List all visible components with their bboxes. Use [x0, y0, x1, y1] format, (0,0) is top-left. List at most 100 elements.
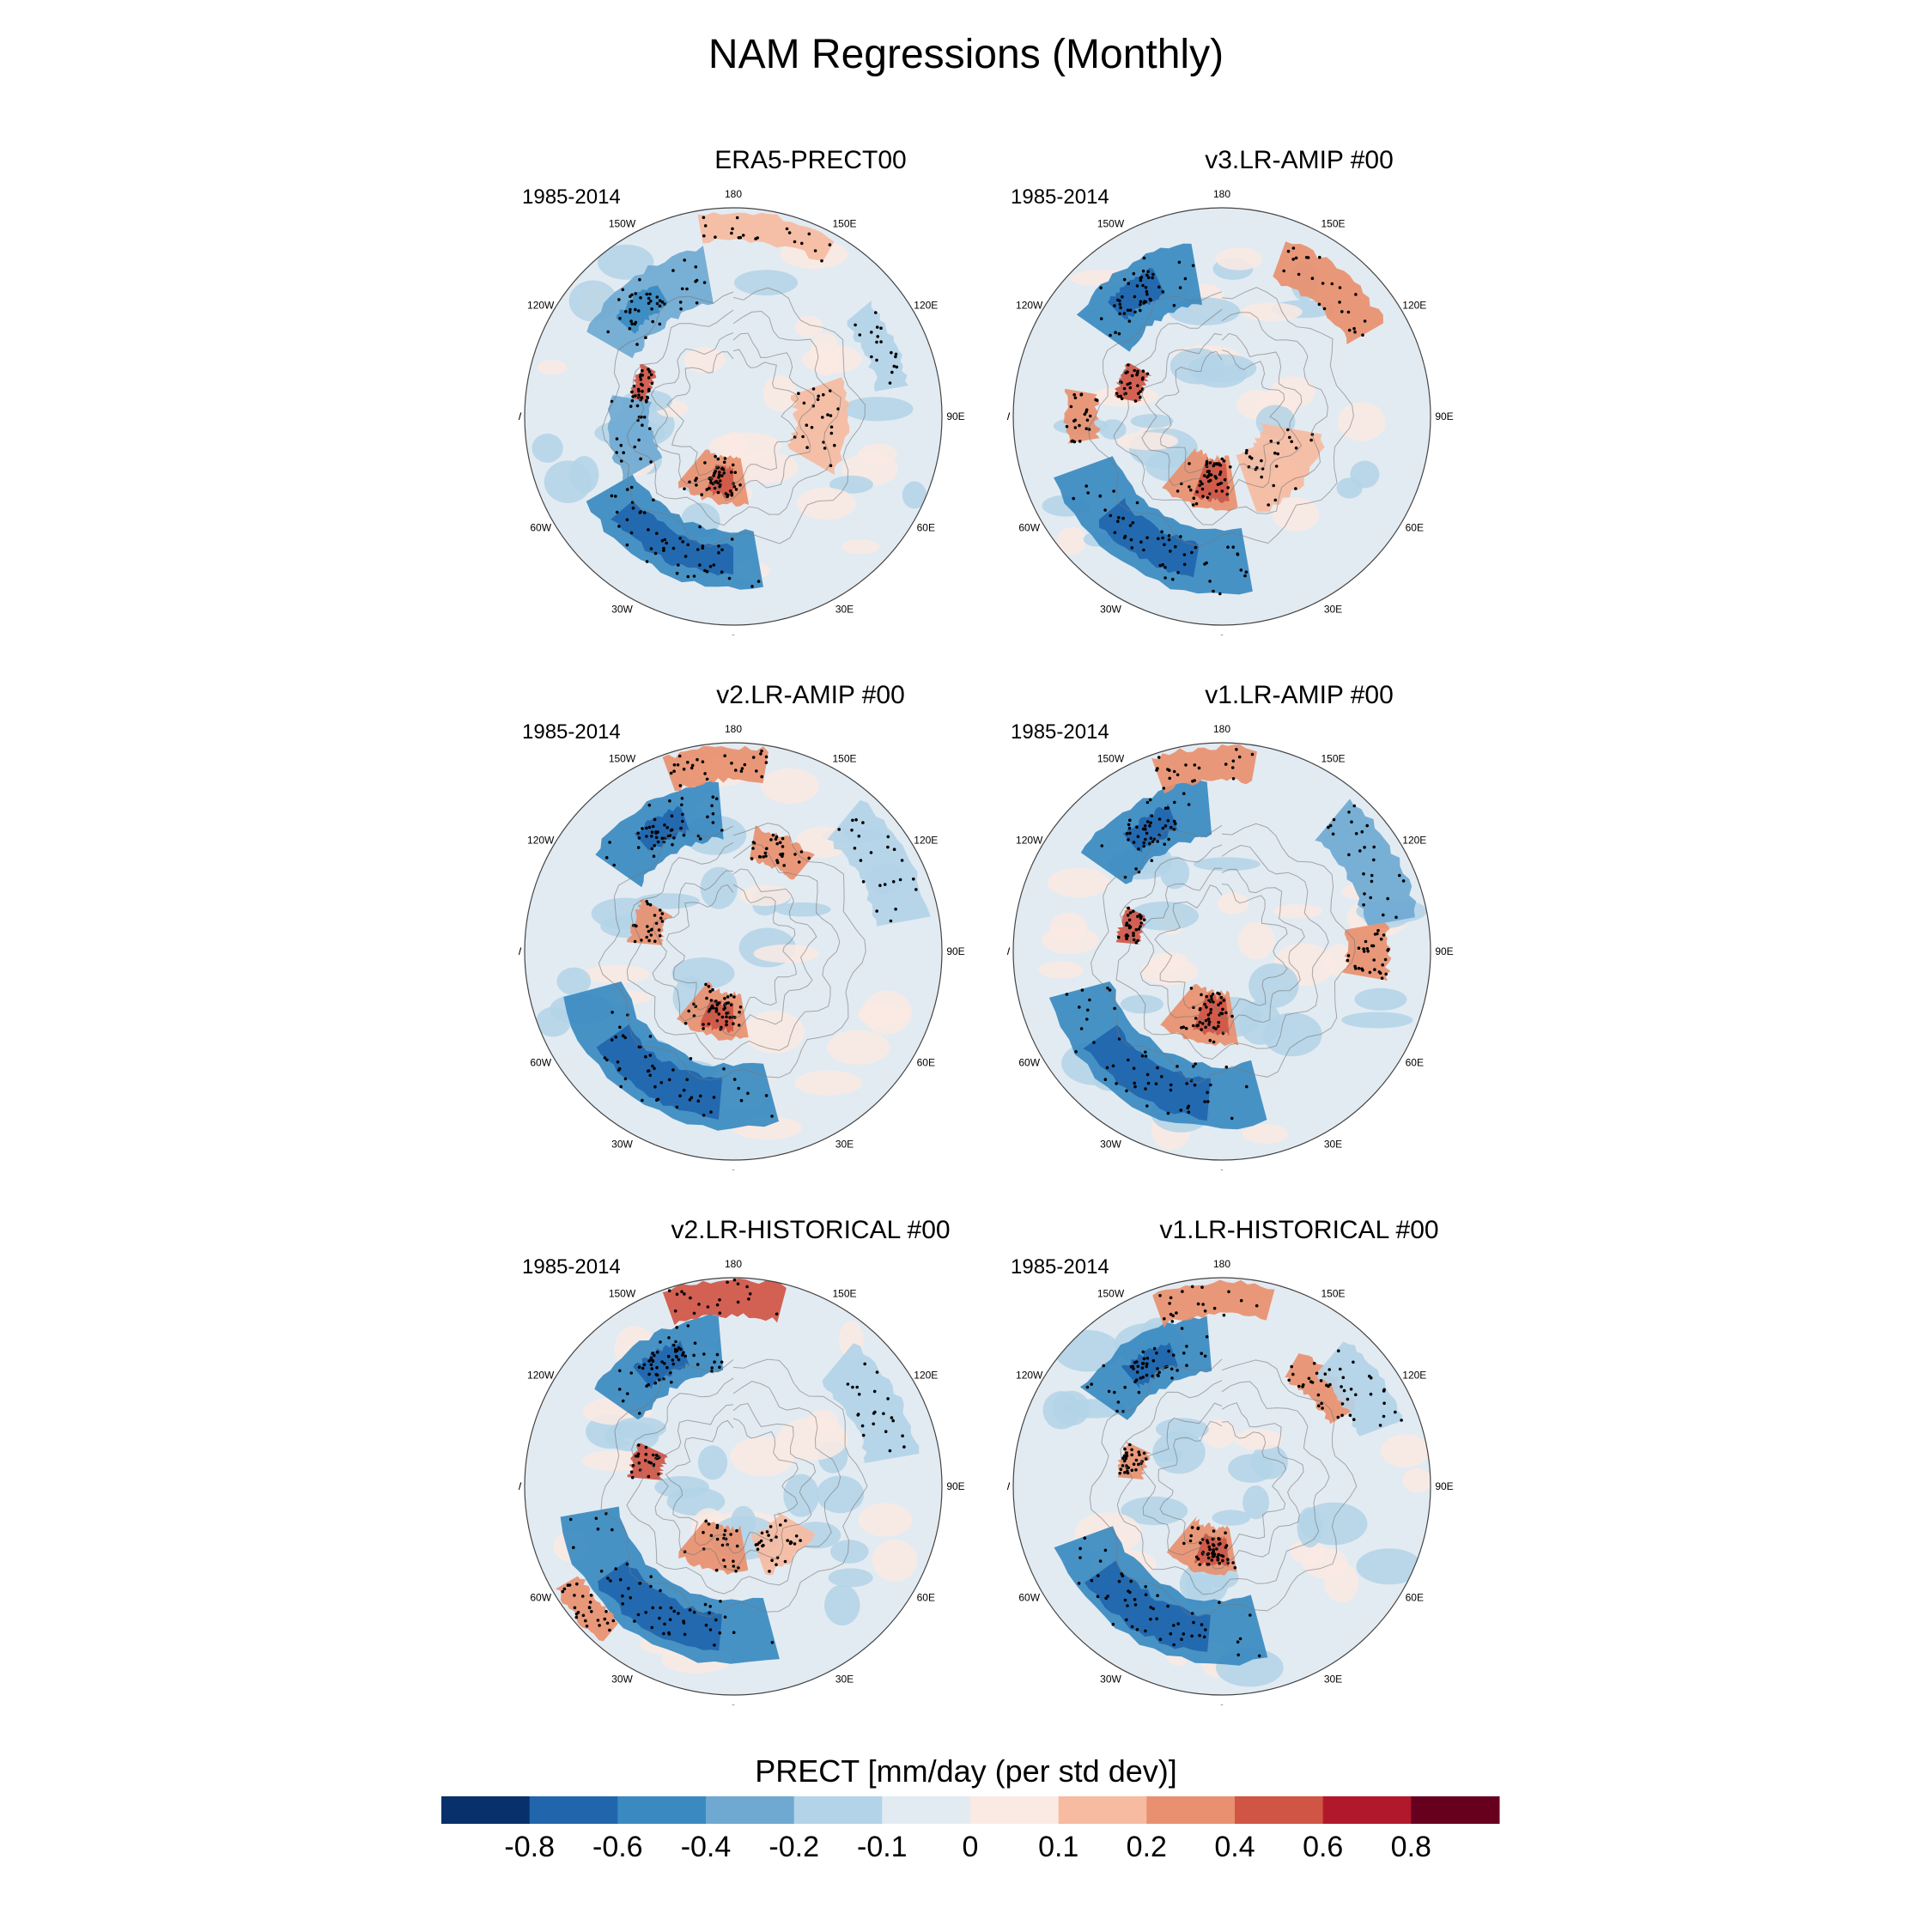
- anomaly-patch: [569, 456, 599, 494]
- stipple-dot: [588, 1601, 592, 1604]
- stipple-dot: [765, 847, 769, 850]
- stipple-dot: [726, 1011, 730, 1015]
- stipple-dot: [1157, 1370, 1161, 1375]
- stipple-dot: [702, 216, 706, 220]
- stipple-dot: [1352, 326, 1356, 331]
- stipple-dot: [1198, 483, 1201, 488]
- stipple-dot: [1151, 1358, 1156, 1363]
- stipple-dot: [820, 259, 823, 263]
- stipple-dot: [1098, 1559, 1103, 1563]
- stipple-dot: [1379, 937, 1383, 941]
- stipple-dot: [1084, 427, 1089, 431]
- stipple-dot: [1233, 1565, 1237, 1570]
- stipple-dot: [636, 309, 641, 313]
- stipple-dot: [1166, 806, 1170, 810]
- stipple-dot: [722, 471, 726, 475]
- stipple-dot: [708, 564, 713, 568]
- stipple-dot: [1145, 273, 1149, 277]
- stipple-dot: [634, 307, 637, 312]
- stipple-dot: [1381, 963, 1384, 967]
- stipple-dot: [655, 301, 659, 306]
- stipple-dot: [648, 1035, 653, 1038]
- stipple-dot: [653, 551, 658, 556]
- longitude-label: 90E: [1435, 945, 1453, 957]
- stipple-dot: [1150, 814, 1154, 817]
- stipple-dot: [1346, 1397, 1350, 1401]
- stipple-dot: [572, 1546, 575, 1550]
- stipple-dot: [637, 1443, 641, 1447]
- stipple-dot: [1336, 1415, 1340, 1419]
- stipple-dot: [784, 1519, 787, 1522]
- stipple-dot: [851, 1385, 854, 1389]
- stipple-dot: [1133, 1081, 1136, 1085]
- stipple-dot: [623, 1036, 627, 1040]
- polar-map: 180150E120E90E60E30E030W60W90W120W150W: [519, 723, 965, 1170]
- stipple-dot: [1134, 941, 1139, 945]
- stipple-dot: [1190, 550, 1194, 555]
- colorbar-tick-label: 0.8: [1391, 1831, 1431, 1863]
- stipple-dot: [1102, 1364, 1105, 1368]
- stipple-dot: [1310, 1381, 1315, 1384]
- stipple-dot: [1346, 954, 1351, 957]
- longitude-label: 0: [731, 1168, 737, 1170]
- stipple-dot: [813, 249, 817, 252]
- coastline: [1116, 1380, 1330, 1595]
- stipple-dot: [745, 1285, 749, 1289]
- anomaly-patch: [1202, 1419, 1236, 1449]
- stipple-dot: [619, 1084, 623, 1089]
- stipple-dot: [672, 836, 676, 840]
- longitude-label: 90E: [946, 1480, 964, 1492]
- stipple-dot: [696, 757, 699, 762]
- stipple-dot: [1217, 1020, 1220, 1024]
- stipple-dot: [1172, 819, 1176, 823]
- stipple-dot: [1230, 1116, 1234, 1121]
- stipple-dot: [1167, 534, 1171, 538]
- stipple-dot: [692, 1311, 696, 1315]
- stipple-dot: [1189, 1534, 1193, 1538]
- stipple-dot: [1208, 1038, 1212, 1042]
- stipple-dot: [855, 1385, 859, 1389]
- stipple-dot: [708, 989, 712, 993]
- stipple-dot: [717, 550, 720, 555]
- stipple-dot: [1065, 424, 1069, 428]
- stipple-dot: [651, 824, 655, 829]
- stipple-dot: [723, 997, 726, 1000]
- stipple-dot: [629, 404, 633, 409]
- stipple-dot: [720, 1543, 725, 1547]
- anomaly-patch: [733, 270, 799, 296]
- stipple-dot: [647, 296, 651, 301]
- stipple-dot: [755, 769, 758, 773]
- stipple-dot: [639, 378, 643, 381]
- stipple-dot: [1208, 478, 1212, 483]
- anomaly-patch: [1212, 1510, 1251, 1526]
- stipple-dot: [641, 1366, 645, 1370]
- stipple-dot: [1072, 419, 1076, 423]
- stipple-dot: [590, 1610, 593, 1613]
- stipple-dot: [707, 985, 711, 988]
- stipple-dot: [1380, 976, 1384, 980]
- stipple-dot: [1170, 1320, 1175, 1323]
- anomaly-patch: [872, 1540, 918, 1582]
- stipple-dot: [653, 914, 657, 917]
- stipple-dot: [1139, 390, 1142, 393]
- stipple-dot: [1113, 1390, 1116, 1394]
- stipple-dot: [631, 395, 635, 398]
- stipple-dot: [704, 982, 708, 987]
- stipple-dot: [730, 471, 733, 474]
- stipple-dot: [1207, 1020, 1212, 1024]
- stipple-dot: [729, 1533, 732, 1536]
- stipple-dot: [584, 1619, 587, 1623]
- stipple-dot: [1122, 1454, 1127, 1458]
- longitude-label: 150W: [1097, 218, 1125, 230]
- stipple-dot: [647, 803, 652, 807]
- colorbar-swatch: [1322, 1796, 1412, 1824]
- stipple-dot: [630, 322, 634, 325]
- stipple-dot: [1218, 472, 1222, 477]
- stipple-dot: [1103, 1548, 1108, 1552]
- stipple-dot: [1194, 1017, 1198, 1020]
- stipple-dot: [711, 1006, 715, 1010]
- stipple-dot: [837, 828, 841, 831]
- stipple-dot: [1138, 1453, 1141, 1456]
- stipple-dot: [1200, 482, 1204, 486]
- stipple-dot: [1362, 947, 1365, 951]
